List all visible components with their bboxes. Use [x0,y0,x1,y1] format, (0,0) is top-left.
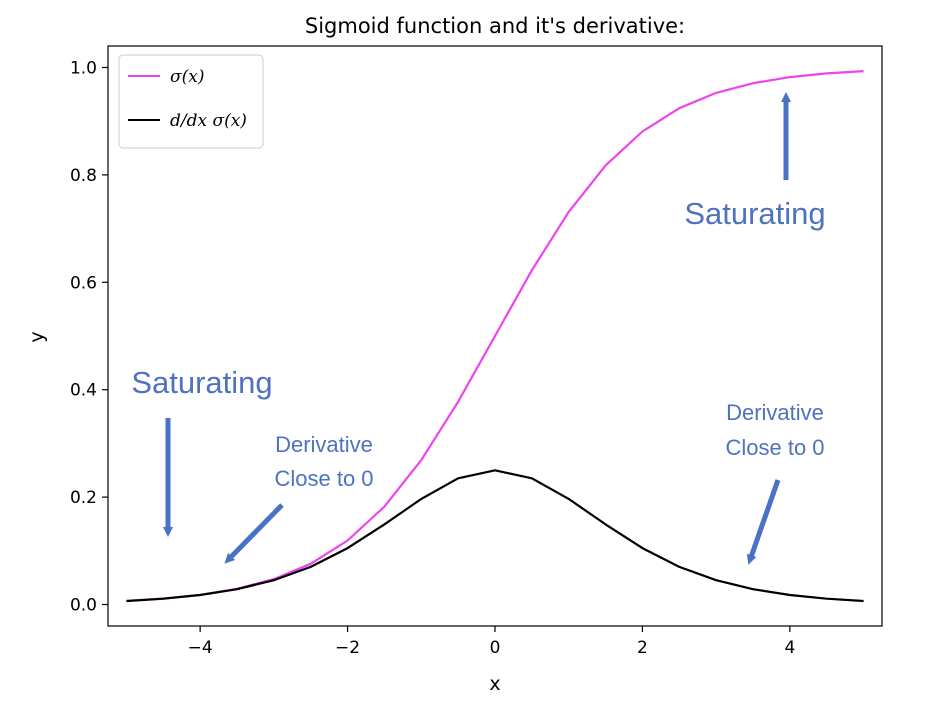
x-tick-label: −4 [188,638,213,658]
x-tick-label: 4 [784,638,795,658]
legend-label-sigmoid: σ(x) [170,67,204,87]
x-tick-label: −2 [335,638,360,658]
annotation-derivative-right-line2: Close to 0 [725,435,824,460]
legend-box [118,54,264,149]
x-axis-ticks: −4 −2 0 2 4 [188,626,795,658]
legend-label-derivative: d/dx σ(x) [170,111,247,131]
y-axis-label: y [26,331,48,342]
annotations: Saturating Derivative Close to 0 Saturat… [131,92,826,565]
y-tick-label: 0.2 [70,488,97,508]
y-tick-label: 0.4 [70,381,97,401]
arrow-derivative-right [746,479,781,565]
series-line-derivative [126,469,864,603]
y-tick-label: 1.0 [70,58,97,78]
annotation-derivative-left-line1: Derivative [275,432,373,457]
chart-title: Sigmoid function and it's derivative: [305,14,685,38]
y-axis-ticks: 0.0 0.2 0.4 0.6 0.8 1.0 [70,58,108,616]
arrow-derivative-left [224,503,284,564]
x-tick-label: 0 [490,638,501,658]
y-tick-label: 0.8 [70,166,97,186]
annotation-derivative-left-line2: Close to 0 [274,466,373,491]
annotation-saturating-left: Saturating [131,365,272,400]
series-line-sigmoid [126,70,864,602]
x-axis-label: x [489,673,500,695]
legend: σ(x) d/dx σ(x) [118,54,264,149]
x-tick-label: 2 [637,638,648,658]
y-tick-label: 0.6 [70,273,97,293]
series-layer [126,70,864,603]
annotation-saturating-right: Saturating [684,196,825,231]
y-tick-label: 0.0 [70,596,97,616]
annotation-derivative-right-line1: Derivative [726,400,824,425]
